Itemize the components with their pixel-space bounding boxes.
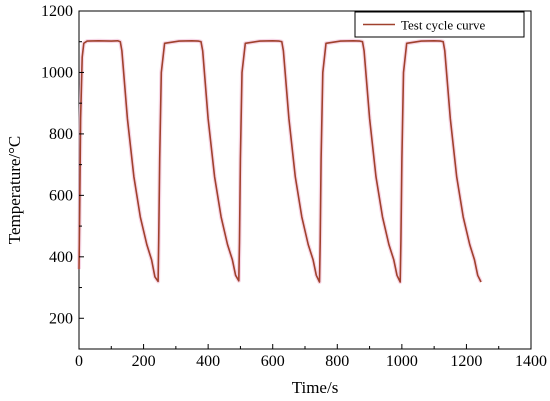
x-tick-label: 1000 [386, 353, 418, 370]
series-layer [77, 38, 483, 284]
y-tick-label: 600 [49, 187, 73, 204]
legend: Test cycle curve [354, 11, 525, 38]
y-tick-label: 400 [49, 249, 73, 266]
y-axis-title: Temperature/°C [5, 136, 24, 245]
series-line [78, 39, 482, 283]
x-tick-label: 800 [325, 353, 349, 370]
x-tick-label: 400 [196, 353, 220, 370]
x-tick-label: 200 [132, 353, 156, 370]
y-tick-label: 1000 [41, 64, 73, 81]
y-tick-label: 1200 [41, 3, 73, 20]
x-tick-label: 1200 [450, 353, 482, 370]
y-tick-label: 200 [49, 310, 73, 327]
x-tick-label: 600 [261, 353, 285, 370]
plot-area [78, 10, 532, 350]
x-axis-title: Time/s [292, 378, 339, 397]
x-tick-label: 0 [75, 353, 83, 370]
y-tick-label: 800 [49, 126, 73, 143]
x-tick-label: 1400 [515, 353, 547, 370]
plot-frame [78, 10, 532, 350]
axes: 0 200 400 600 800 1000 1200 1400 200 400 600 800 100… [41, 3, 547, 370]
legend-label: Test cycle curve [401, 18, 485, 33]
